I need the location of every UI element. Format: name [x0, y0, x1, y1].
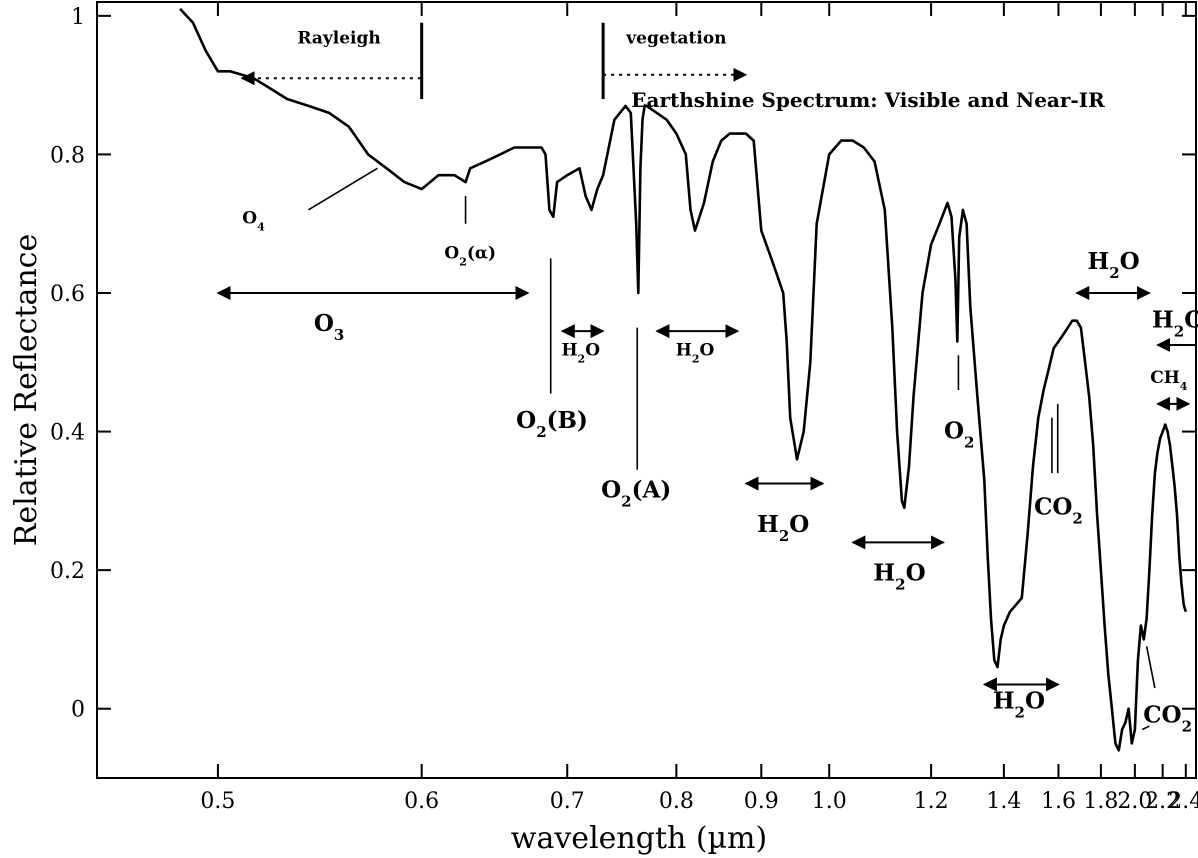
annotation: vegetation: [601, 22, 748, 99]
x-tick-label: 0.6: [404, 789, 439, 814]
annotation-label: CO2: [1034, 494, 1083, 528]
x-tick-label: 0.8: [659, 789, 694, 814]
tick-labels: 0.5 0.6 0.7 0.8 0.9 1.0 1.2 1.4 1.6 1.82.02.22.4 0…: [50, 5, 1198, 814]
x-tick-label: 1.0: [812, 789, 847, 814]
annotation-label: CH4: [1150, 368, 1188, 393]
annotation-label: Rayleigh: [297, 29, 380, 49]
annotation: O2(B): [516, 258, 588, 441]
annotation: H2O: [655, 324, 740, 365]
annotation: CH4: [1150, 368, 1191, 411]
annotation: H2O: [1152, 307, 1198, 352]
spectrum-line: [179, 8, 1188, 752]
y-tick-label: 0.4: [50, 421, 85, 446]
annotation-leader: [1145, 646, 1156, 689]
annotation-label: vegetation: [625, 29, 726, 49]
x-tick-label: 1.6: [1041, 789, 1076, 814]
y-axis-label: Relative Reflectance: [9, 234, 44, 546]
x-tick-label: 2.0: [1117, 789, 1152, 814]
annotation: Rayleigh: [240, 22, 424, 99]
annotation-label: H2O: [1088, 248, 1140, 282]
x-tick-label: 2.2: [1145, 789, 1180, 814]
annotation: O2(α): [444, 196, 496, 268]
annotation-label: O2: [944, 418, 974, 452]
annotation: O2(A): [601, 327, 671, 510]
annotation: O4: [242, 167, 378, 234]
annotation: O2: [944, 355, 974, 452]
tick-marks: [97, 2, 1196, 778]
x-tick-label: 2.4: [1168, 789, 1198, 814]
x-tick-label: 1.8: [1083, 789, 1118, 814]
annotations: Rayleigh vegetation O4 O2(α) O3 O2(B) H2O H2O O2…: [216, 22, 1198, 736]
annotation: H2O: [982, 677, 1060, 722]
annotation-label: O2(α): [444, 243, 496, 268]
annotation: H2O: [560, 324, 605, 365]
y-tick-label: 0.8: [50, 143, 85, 168]
annotation-label: O2(A): [601, 476, 671, 510]
x-tick-label: 1.4: [986, 789, 1021, 814]
annotation-label: H2O: [757, 511, 809, 545]
x-tick-label: 1.2: [914, 789, 949, 814]
annotation-label: H2O: [561, 340, 600, 365]
annotation: O3: [216, 286, 530, 344]
annotation: CO2: [1141, 646, 1192, 736]
annotation: H2O: [851, 535, 945, 594]
annotation-label: H2O: [993, 688, 1045, 722]
x-tick-label: 0.5: [200, 789, 235, 814]
x-tick-label: 0.7: [550, 789, 585, 814]
annotation: H2O: [1075, 248, 1151, 300]
annotation-label: O3: [314, 310, 344, 344]
x-tick-label: 0.9: [744, 789, 779, 814]
y-tick-label: 0.2: [50, 559, 85, 584]
x-axis-label: wavelength (µm): [511, 821, 767, 856]
annotation: H2O: [744, 476, 825, 545]
annotation-leader: [308, 167, 378, 211]
annotation-label: CO2: [1143, 702, 1192, 736]
annotation-label: O2(B): [516, 407, 588, 441]
annotation-leader: [1141, 725, 1150, 731]
annotation-label: O4: [242, 209, 265, 234]
annotation-label: H2O: [676, 340, 715, 365]
plot-frame: [96, 1, 1197, 779]
annotation-label: H2O: [1152, 307, 1198, 341]
y-tick-label: 0.6: [50, 282, 85, 307]
y-tick-label: 1: [71, 5, 85, 30]
annotation: CO2: [1034, 403, 1083, 528]
chart-title: Earthshine Spectrum: Visible and Near-IR: [631, 88, 1105, 112]
annotation-label: H2O: [873, 560, 925, 594]
y-tick-label: 0: [71, 698, 85, 723]
